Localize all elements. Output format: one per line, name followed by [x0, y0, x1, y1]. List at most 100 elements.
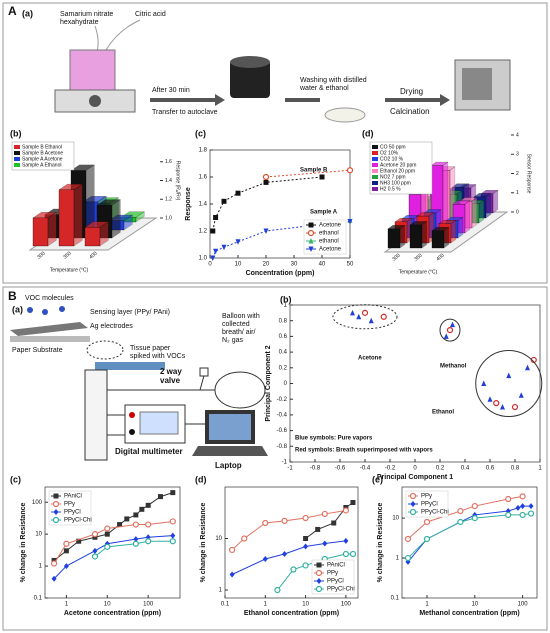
marker: [350, 309, 355, 316]
legend-label: PPyCl: [421, 502, 438, 508]
legend-label: Sample B Ethanol: [22, 144, 62, 150]
label: 2 way: [160, 367, 182, 376]
y-tick-label: 100: [32, 500, 43, 506]
y-tick-label: -0.6: [277, 428, 288, 434]
marker: [505, 495, 512, 503]
cluster: [439, 318, 461, 342]
annotation: Acetone: [358, 356, 382, 362]
marker: [315, 526, 321, 532]
legend-label: PPy: [421, 494, 432, 500]
label: valve: [160, 376, 181, 385]
arrow-head: [440, 94, 450, 106]
marker: [316, 578, 322, 584]
marker: [487, 396, 493, 402]
panel-label: (c): [10, 474, 21, 484]
panel-label: (c): [195, 128, 206, 138]
marker: [213, 215, 219, 220]
y-tick-label: 4: [516, 132, 519, 138]
bar-front: [387, 228, 401, 249]
marker: [331, 520, 337, 526]
molecule: [42, 309, 48, 315]
label: Paper Substrate: [12, 347, 63, 354]
label: Sensing layer (PPy/ PAni): [90, 309, 170, 316]
legend-label: PPyCl-Chi: [421, 510, 449, 516]
x-axis-label: Temperature (°C): [50, 267, 89, 273]
molecule: [27, 307, 33, 313]
x-tick-label: 50: [347, 262, 354, 268]
petri-dish: [324, 107, 366, 123]
marker: [404, 535, 412, 543]
x-tick-label: 0: [208, 262, 212, 268]
autoclave: [230, 60, 270, 98]
legend-swatch: [372, 157, 378, 161]
bar-side: [492, 189, 499, 214]
bar-side: [464, 200, 471, 234]
marker: [104, 543, 111, 550]
legend-swatch: [14, 157, 20, 161]
marker: [104, 525, 111, 532]
legend-swatch: [372, 181, 378, 185]
legend-label: CO 50 ppm: [380, 144, 406, 150]
marker: [262, 519, 269, 527]
molecule: [59, 306, 65, 312]
y-tick-label: -0.8: [277, 444, 288, 450]
y-tick-label: 1: [39, 564, 43, 570]
marker: [346, 167, 354, 174]
marker: [308, 246, 314, 252]
marker: [457, 518, 464, 526]
x-tick-label: 20: [263, 262, 270, 268]
legend-label: CO2 10 %: [380, 156, 404, 162]
bar-side: [421, 221, 428, 249]
marker: [319, 174, 325, 180]
annotation: Methanol: [440, 364, 467, 370]
y-tick-label: 1.2: [199, 229, 208, 235]
bar-side: [123, 214, 133, 231]
label: Samarium nitrate: [60, 11, 113, 18]
marker: [263, 179, 269, 185]
legend-label: H2 0.5 %: [380, 186, 401, 192]
legend-label: Sample A Acetone: [22, 156, 63, 162]
marker: [519, 493, 526, 500]
marker: [356, 313, 362, 320]
y-axis-label: % change in Resistance: [377, 503, 384, 583]
marker: [50, 560, 58, 567]
x-tick-label: 10: [471, 602, 478, 608]
bar-front: [58, 189, 75, 247]
y-tick-label: -1: [282, 460, 288, 466]
legend-swatch: [372, 187, 378, 191]
label: Ag electrodes: [90, 323, 133, 330]
panel-label: (a): [22, 8, 33, 18]
y-axis-label: Sensor Response: [526, 154, 532, 194]
x-tick-label: 300: [36, 250, 46, 260]
bar-side: [471, 197, 478, 229]
marker: [511, 403, 519, 411]
cluster: [332, 304, 398, 330]
x-axis-label: Temperature (°C): [399, 269, 438, 275]
marker: [303, 536, 309, 542]
bar-front: [431, 230, 445, 249]
marker: [527, 510, 535, 517]
label: After 30 min: [152, 87, 190, 94]
marker: [410, 501, 416, 507]
marker: [322, 540, 328, 547]
y-tick-label: 1.2: [165, 197, 172, 203]
label: Balloon with: [222, 313, 260, 320]
marker: [91, 553, 99, 560]
legend-swatch: [372, 169, 378, 173]
annotation: Sample A: [310, 210, 338, 216]
marker: [316, 562, 322, 568]
x-tick-label: 400: [88, 250, 98, 260]
marker: [132, 540, 139, 547]
marker: [63, 540, 70, 547]
x-tick-label: 1: [425, 602, 429, 608]
marker: [423, 535, 431, 543]
bar-side: [399, 224, 406, 249]
marker: [457, 507, 464, 515]
x-tick-label: 400: [435, 252, 445, 262]
x-axis-label: Methanol concentration (ppm): [419, 610, 519, 617]
x-tick-label: 30: [291, 262, 298, 268]
x-tick-label: -0.2: [385, 466, 396, 472]
legend-label: Sample A Ethanol: [22, 162, 61, 168]
y-tick-label: -0.2: [277, 397, 288, 403]
y-tick-label: 10: [392, 516, 399, 522]
